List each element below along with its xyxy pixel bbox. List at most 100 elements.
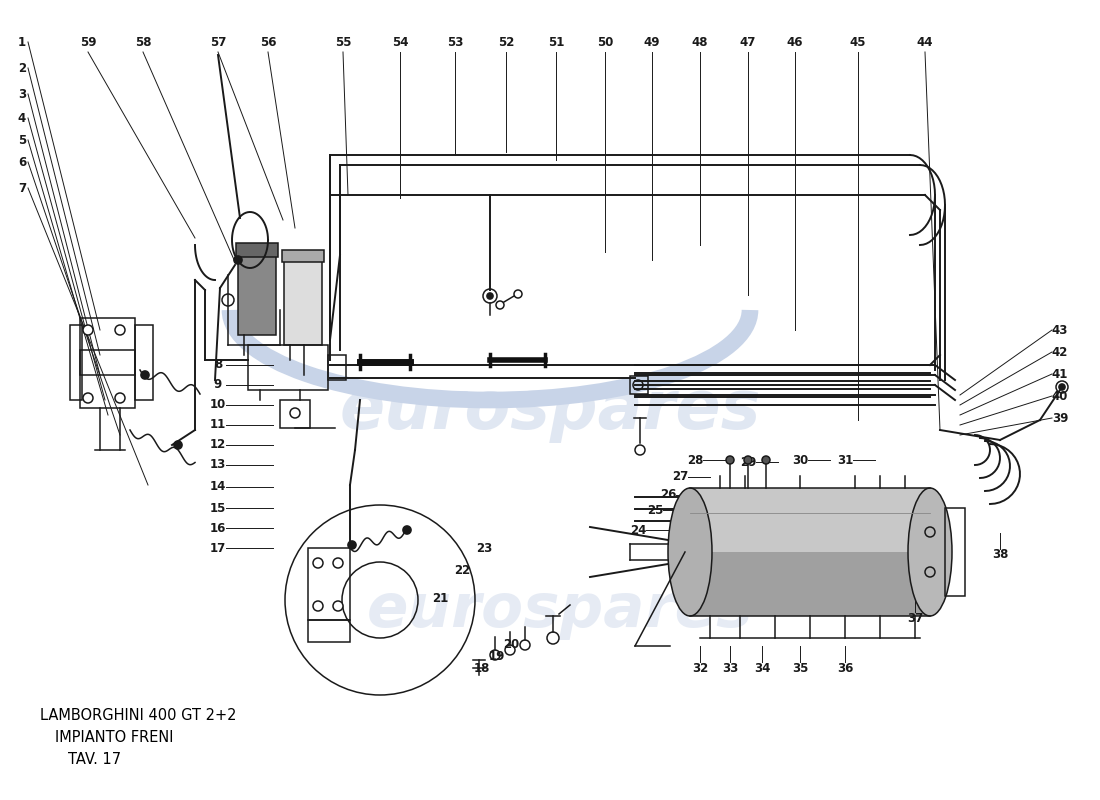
Bar: [690, 488, 930, 616]
Bar: [70, 325, 82, 400]
Bar: [280, 400, 310, 428]
Text: 23: 23: [476, 542, 492, 554]
Text: 8: 8: [213, 358, 222, 371]
Circle shape: [314, 601, 323, 611]
Text: 19: 19: [488, 650, 505, 662]
Bar: [282, 250, 324, 262]
Text: 3: 3: [18, 87, 26, 101]
Text: 41: 41: [1052, 367, 1068, 381]
Text: 21: 21: [432, 591, 448, 605]
Text: 16: 16: [210, 522, 227, 534]
Text: 25: 25: [647, 503, 663, 517]
Bar: [308, 548, 350, 620]
Text: 2: 2: [18, 62, 26, 74]
Text: 29: 29: [740, 455, 756, 469]
Circle shape: [726, 456, 734, 464]
Text: 56: 56: [260, 35, 276, 49]
Text: 7: 7: [18, 182, 26, 194]
Circle shape: [82, 325, 94, 335]
Text: 11: 11: [210, 418, 227, 431]
Text: 22: 22: [454, 563, 470, 577]
Text: 15: 15: [210, 502, 227, 514]
Text: 52: 52: [498, 35, 514, 49]
Bar: [328, 355, 346, 380]
Text: 39: 39: [1052, 411, 1068, 425]
Circle shape: [744, 456, 752, 464]
Text: 53: 53: [447, 35, 463, 49]
Text: eurospares: eurospares: [366, 581, 754, 639]
Text: 57: 57: [210, 35, 227, 49]
Text: 1: 1: [18, 35, 26, 49]
Bar: [690, 552, 930, 616]
Text: 51: 51: [548, 35, 564, 49]
Text: 47: 47: [740, 35, 756, 49]
Circle shape: [234, 256, 242, 264]
Bar: [308, 620, 350, 642]
Text: 37: 37: [906, 611, 923, 625]
Circle shape: [1059, 384, 1065, 390]
Text: 14: 14: [210, 481, 227, 494]
Text: 36: 36: [837, 662, 854, 674]
Text: IMPIANTO FRENI: IMPIANTO FRENI: [55, 730, 174, 745]
Text: TAV. 17: TAV. 17: [68, 751, 121, 766]
Text: 6: 6: [18, 155, 26, 169]
Text: 45: 45: [849, 35, 867, 49]
Text: 50: 50: [597, 35, 613, 49]
Text: 40: 40: [1052, 390, 1068, 402]
Text: 34: 34: [754, 662, 770, 674]
Bar: [284, 260, 322, 345]
Text: 49: 49: [644, 35, 660, 49]
Circle shape: [333, 558, 343, 568]
Text: LAMBORGHINI 400 GT 2+2: LAMBORGHINI 400 GT 2+2: [40, 707, 236, 722]
Text: 28: 28: [686, 454, 703, 466]
Circle shape: [314, 558, 323, 568]
Bar: [236, 243, 278, 257]
Bar: [238, 255, 276, 335]
Circle shape: [403, 526, 411, 534]
Bar: [945, 508, 965, 596]
Bar: [135, 325, 153, 400]
Text: 44: 44: [916, 35, 933, 49]
Text: 32: 32: [692, 662, 708, 674]
Text: 43: 43: [1052, 323, 1068, 337]
Text: 58: 58: [134, 35, 152, 49]
Circle shape: [116, 325, 125, 335]
Text: 17: 17: [210, 542, 227, 554]
Text: 26: 26: [660, 489, 676, 502]
Text: 27: 27: [672, 470, 689, 483]
Text: 10: 10: [210, 398, 227, 411]
Text: 55: 55: [334, 35, 351, 49]
Text: 9: 9: [213, 378, 222, 391]
Text: 4: 4: [18, 111, 26, 125]
Ellipse shape: [668, 488, 712, 616]
Ellipse shape: [908, 488, 952, 616]
Bar: [630, 376, 648, 394]
Bar: [248, 345, 328, 390]
Text: 46: 46: [786, 35, 803, 49]
Text: 38: 38: [992, 549, 1009, 562]
Bar: [80, 350, 135, 375]
Circle shape: [487, 293, 493, 299]
Text: 35: 35: [792, 662, 808, 674]
Circle shape: [141, 371, 149, 379]
Circle shape: [333, 601, 343, 611]
Text: 48: 48: [692, 35, 708, 49]
Text: 59: 59: [79, 35, 97, 49]
Text: 18: 18: [474, 662, 491, 674]
Text: 31: 31: [837, 454, 854, 466]
Text: 12: 12: [210, 438, 227, 451]
Circle shape: [762, 456, 770, 464]
Text: 54: 54: [392, 35, 408, 49]
Text: 33: 33: [722, 662, 738, 674]
Circle shape: [116, 393, 125, 403]
Text: 13: 13: [210, 458, 227, 471]
Text: 30: 30: [792, 454, 808, 466]
Text: 20: 20: [503, 638, 519, 651]
Text: 5: 5: [18, 134, 26, 146]
Text: 42: 42: [1052, 346, 1068, 358]
Circle shape: [174, 441, 182, 449]
Text: 24: 24: [630, 523, 646, 537]
Text: eurospares: eurospares: [339, 377, 761, 443]
Circle shape: [348, 541, 356, 549]
Circle shape: [82, 393, 94, 403]
